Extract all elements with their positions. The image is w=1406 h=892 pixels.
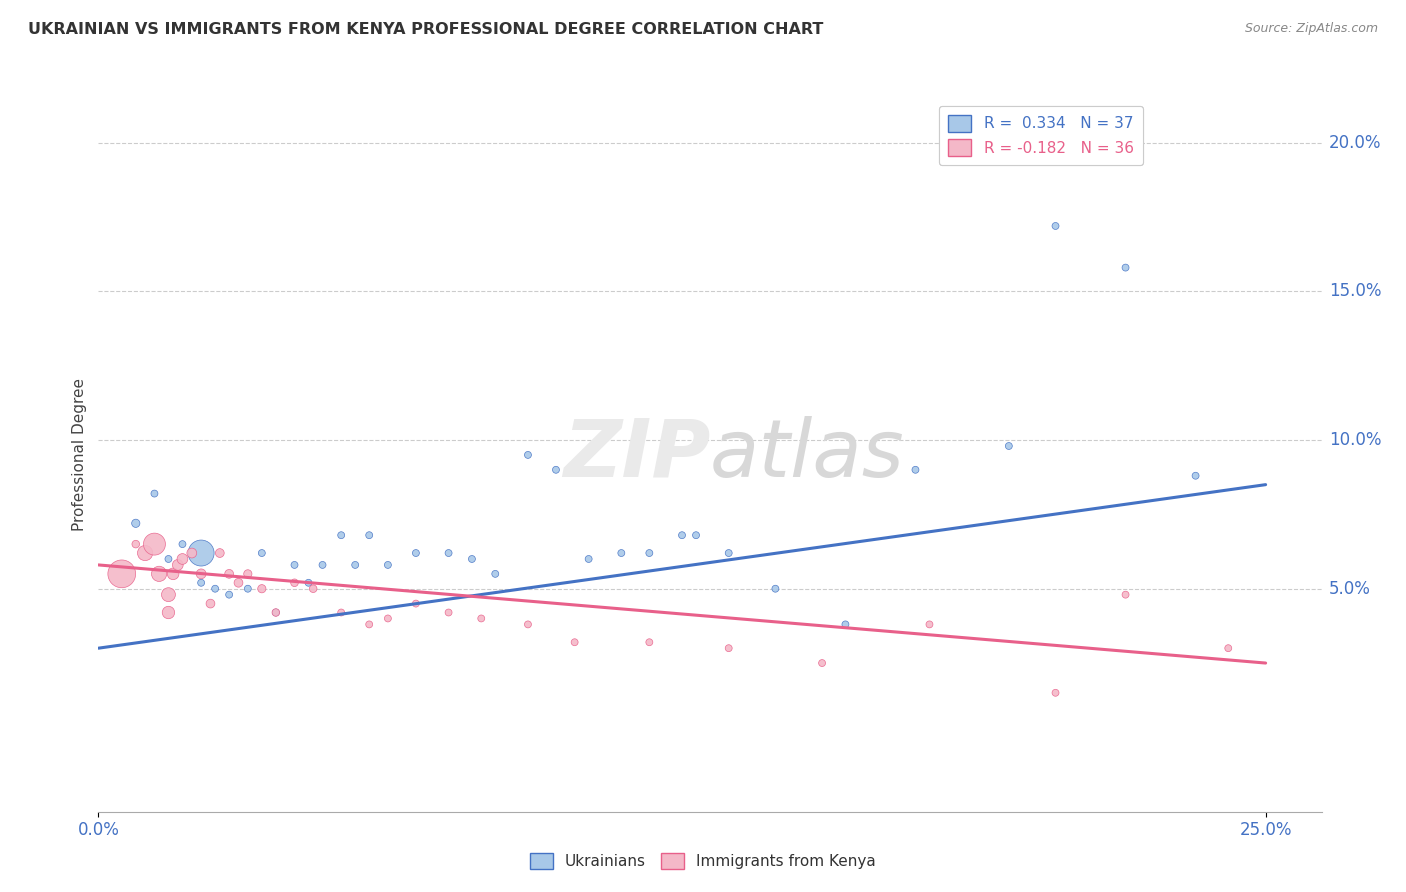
Text: 10.0%: 10.0% — [1329, 431, 1381, 449]
Point — [918, 617, 941, 632]
Point — [405, 546, 427, 560]
Point — [162, 566, 184, 581]
Point — [359, 617, 381, 632]
Point — [811, 656, 834, 670]
Point — [283, 558, 305, 572]
Text: 20.0%: 20.0% — [1329, 134, 1381, 152]
Point — [638, 546, 661, 560]
Text: ZIP: ZIP — [562, 416, 710, 494]
Point — [125, 537, 148, 551]
Point — [166, 558, 188, 572]
Text: 5.0%: 5.0% — [1329, 580, 1371, 598]
Point — [610, 546, 633, 560]
Point — [330, 528, 353, 542]
Point — [236, 566, 259, 581]
Point — [1218, 641, 1240, 656]
Point — [717, 546, 740, 560]
Point — [236, 582, 259, 596]
Point — [190, 546, 212, 560]
Point — [671, 528, 693, 542]
Point — [1184, 468, 1206, 483]
Point — [200, 597, 222, 611]
Legend: R =  0.334   N = 37, R = -0.182   N = 36: R = 0.334 N = 37, R = -0.182 N = 36 — [939, 106, 1143, 165]
Point — [578, 552, 600, 566]
Point — [998, 439, 1021, 453]
Point — [1115, 260, 1137, 275]
Point — [437, 546, 460, 560]
Point — [180, 546, 202, 560]
Legend: Ukrainians, Immigrants from Kenya: Ukrainians, Immigrants from Kenya — [524, 847, 882, 875]
Point — [1045, 219, 1067, 233]
Text: UKRAINIAN VS IMMIGRANTS FROM KENYA PROFESSIONAL DEGREE CORRELATION CHART: UKRAINIAN VS IMMIGRANTS FROM KENYA PROFE… — [28, 22, 824, 37]
Point — [204, 582, 226, 596]
Point — [484, 566, 506, 581]
Point — [190, 575, 212, 590]
Point — [228, 575, 250, 590]
Point — [377, 558, 399, 572]
Point — [250, 546, 273, 560]
Point — [264, 606, 287, 620]
Text: atlas: atlas — [710, 416, 905, 494]
Text: 15.0%: 15.0% — [1329, 283, 1381, 301]
Point — [344, 558, 367, 572]
Point — [311, 558, 333, 572]
Point — [516, 448, 538, 462]
Point — [143, 537, 166, 551]
Point — [250, 582, 273, 596]
Point — [437, 606, 460, 620]
Point — [564, 635, 586, 649]
Point — [834, 617, 856, 632]
Point — [544, 463, 567, 477]
Point — [717, 641, 740, 656]
Point — [638, 635, 661, 649]
Y-axis label: Professional Degree: Professional Degree — [72, 378, 87, 532]
Point — [461, 552, 484, 566]
Point — [763, 582, 786, 596]
Text: Source: ZipAtlas.com: Source: ZipAtlas.com — [1244, 22, 1378, 36]
Point — [218, 588, 240, 602]
Point — [157, 588, 180, 602]
Point — [208, 546, 231, 560]
Point — [111, 566, 134, 581]
Point — [143, 486, 166, 500]
Point — [516, 617, 538, 632]
Point — [283, 575, 305, 590]
Point — [172, 537, 194, 551]
Point — [377, 611, 399, 625]
Point — [330, 606, 353, 620]
Point — [904, 463, 927, 477]
Point — [125, 516, 148, 531]
Point — [297, 575, 319, 590]
Point — [405, 597, 427, 611]
Point — [172, 552, 194, 566]
Point — [470, 611, 492, 625]
Point — [685, 528, 707, 542]
Point — [157, 606, 180, 620]
Point — [134, 546, 156, 560]
Point — [190, 566, 212, 581]
Point — [1115, 588, 1137, 602]
Point — [157, 552, 180, 566]
Point — [218, 566, 240, 581]
Point — [302, 582, 325, 596]
Point — [1045, 686, 1067, 700]
Point — [359, 528, 381, 542]
Point — [148, 566, 170, 581]
Point — [264, 606, 287, 620]
